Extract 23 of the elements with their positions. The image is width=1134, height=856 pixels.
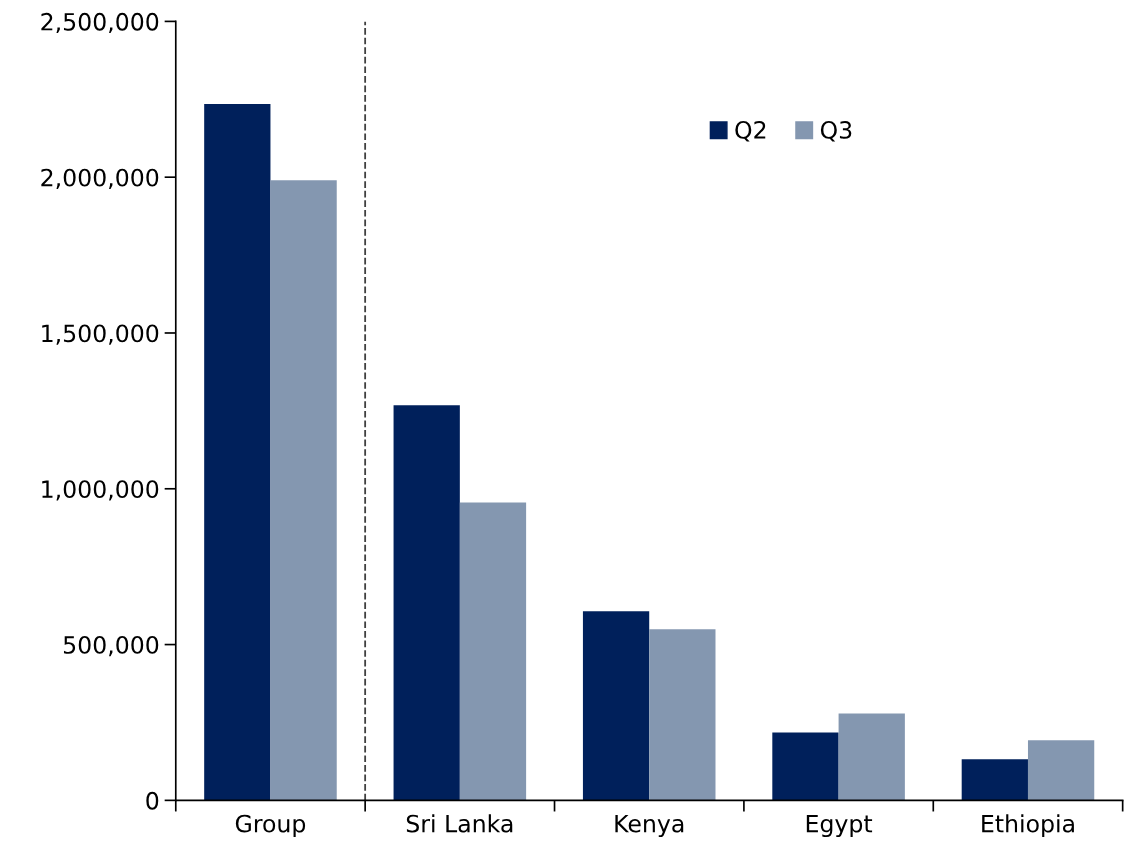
legend-label: Q2	[735, 120, 766, 142]
bar	[772, 732, 839, 801]
bar	[393, 405, 460, 801]
x-tick-label: Sri Lanka	[406, 814, 513, 833]
bar	[838, 713, 905, 801]
legend-label: Q3	[820, 120, 852, 142]
bar	[582, 611, 650, 801]
y-tick-label: 2,500,000	[41, 12, 159, 34]
x-tick-label: Group	[235, 814, 306, 838]
bar	[204, 103, 271, 801]
bar	[459, 502, 527, 801]
y-tick-label: 500,000	[63, 636, 159, 657]
y-tick-label: 2,000,000	[41, 168, 159, 189]
bar	[961, 759, 1028, 801]
y-tick-label: 1,500,000	[42, 324, 159, 345]
x-tick-label: Ethiopia	[982, 814, 1074, 838]
bar	[1027, 740, 1095, 801]
bar	[270, 180, 337, 801]
bar	[649, 629, 716, 801]
y-tick-label: 0	[146, 791, 159, 810]
y-tick-label: 1,000,000	[42, 480, 159, 501]
x-tick-label: Kenya	[615, 814, 684, 838]
x-tick-label: Egypt	[806, 814, 873, 838]
